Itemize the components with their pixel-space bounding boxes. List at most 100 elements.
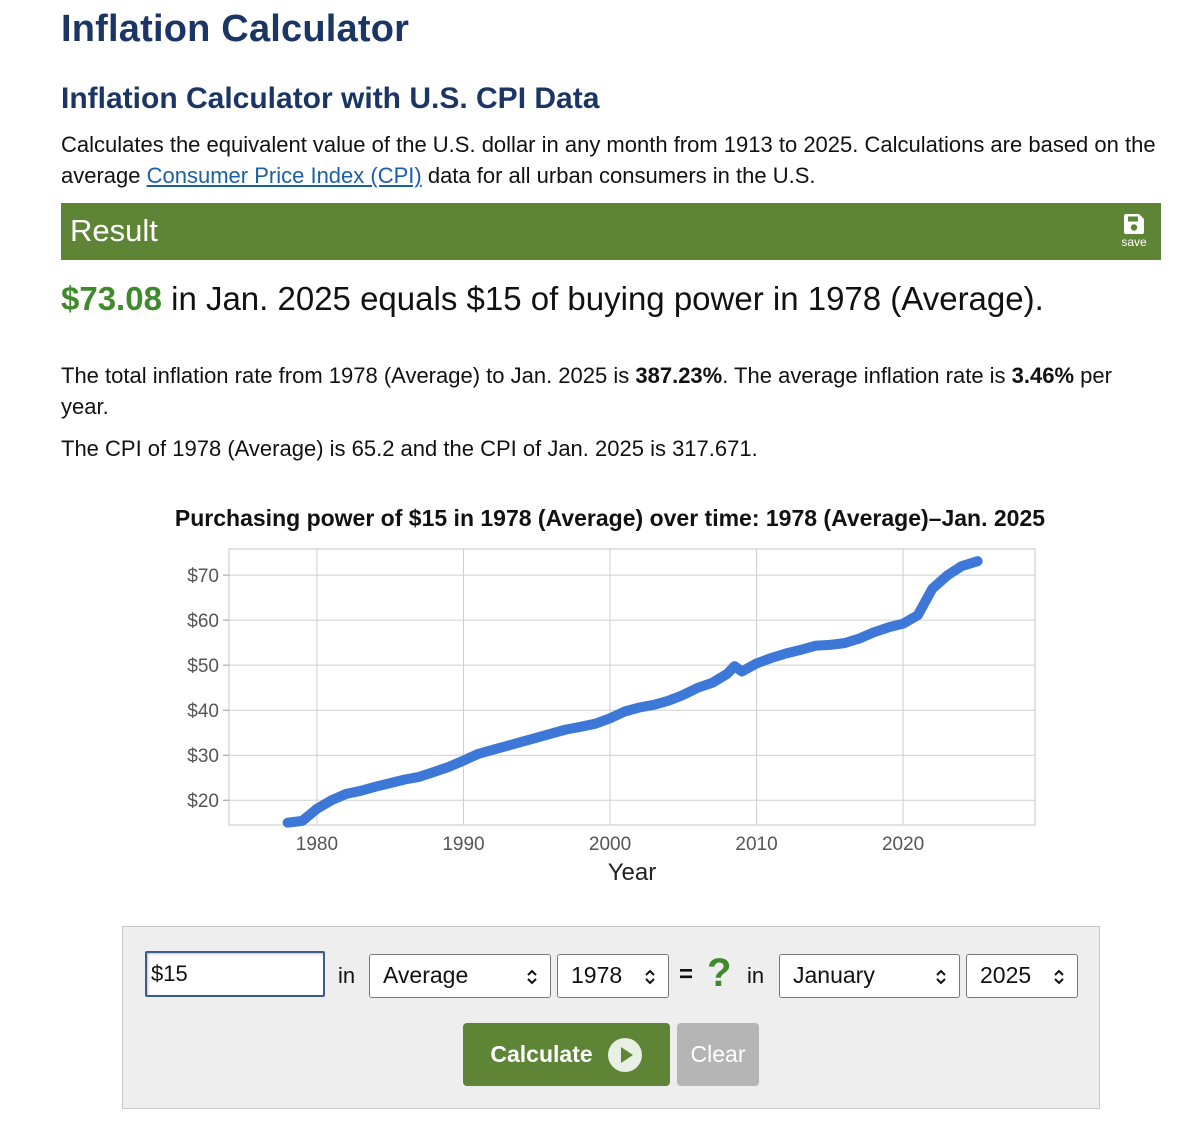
summary-text-b: . The average inflation rate is xyxy=(722,363,1012,388)
amount-input[interactable] xyxy=(145,951,325,997)
data-point xyxy=(723,669,732,678)
from-year-select[interactable]: 1978 xyxy=(557,954,669,998)
data-point xyxy=(913,611,922,620)
clear-button[interactable]: Clear xyxy=(677,1023,759,1086)
total-inflation-rate: 387.23% xyxy=(635,363,723,388)
x-tick-label: 1990 xyxy=(442,834,484,855)
data-point xyxy=(430,767,439,776)
purchasing-power-chart: $20 $30 $40 $50 $60 $70 1980 1990 2000 2010 2020 Ye… xyxy=(187,548,1036,886)
chevron-up-down-icon xyxy=(936,969,946,985)
data-point xyxy=(693,683,702,692)
chevron-up-down-icon xyxy=(1054,969,1064,985)
calculator-form: in Average 1978 = ? in January 2025 Calc… xyxy=(122,926,1100,1109)
data-point xyxy=(811,641,820,650)
x-tick-label: 2020 xyxy=(882,834,924,855)
data-point xyxy=(298,816,307,825)
plot-area xyxy=(228,548,1036,826)
data-point xyxy=(899,619,908,628)
data-point xyxy=(400,775,409,784)
summary-text-a: The total inflation rate from 1978 (Aver… xyxy=(61,363,636,388)
data-point xyxy=(649,700,658,709)
y-tick-label: $20 xyxy=(187,791,219,812)
data-point xyxy=(708,678,717,687)
chevron-up-down-icon xyxy=(527,969,537,985)
data-point xyxy=(532,733,541,742)
data-point xyxy=(591,719,600,728)
save-button[interactable]: save xyxy=(1117,213,1151,251)
data-point xyxy=(737,667,746,676)
chart-title: Purchasing power of $15 in 1978 (Average… xyxy=(174,505,1046,531)
cpi-summary: The CPI of 1978 (Average) is 65.2 and th… xyxy=(61,436,758,461)
chevron-up-down-icon xyxy=(645,969,655,985)
to-year-value: 2025 xyxy=(980,962,1032,988)
data-point xyxy=(973,557,982,566)
data-point xyxy=(606,714,615,723)
data-point xyxy=(503,741,512,750)
result-label: Result xyxy=(70,213,158,248)
from-month-select[interactable]: Average xyxy=(369,954,551,998)
to-year-select[interactable]: 2025 xyxy=(966,954,1078,998)
y-tick-label: $60 xyxy=(187,611,219,632)
data-point xyxy=(884,623,893,632)
data-point xyxy=(444,762,453,771)
floppy-disk-icon xyxy=(1124,214,1144,234)
calculate-label: Calculate xyxy=(490,1041,593,1067)
result-headline: $73.08 in Jan. 2025 equals $15 of buying… xyxy=(61,280,1044,318)
description: Calculates the equivalent value of the U… xyxy=(61,129,1161,191)
page-title: Inflation Calculator xyxy=(61,8,410,50)
data-point xyxy=(283,818,292,827)
from-year-value: 1978 xyxy=(571,962,623,988)
save-label: save xyxy=(1121,235,1147,249)
section-title: Inflation Calculator with U.S. CPI Data xyxy=(61,82,600,115)
play-icon xyxy=(607,1037,642,1072)
result-headline-text: in Jan. 2025 equals $15 of buying power … xyxy=(161,280,1044,317)
data-point xyxy=(781,649,790,658)
data-point xyxy=(767,653,776,662)
in-label: in xyxy=(338,963,356,988)
data-point xyxy=(576,722,585,731)
data-point xyxy=(474,749,483,758)
data-point xyxy=(855,634,864,643)
x-tick-label: 2000 xyxy=(589,834,631,855)
data-point xyxy=(371,782,380,791)
data-point xyxy=(620,707,629,716)
to-month-select[interactable]: January xyxy=(779,954,960,998)
data-point xyxy=(356,786,365,795)
data-point xyxy=(825,640,834,649)
data-point xyxy=(635,703,644,712)
data-point xyxy=(796,645,805,654)
data-point xyxy=(840,639,849,648)
cpi-link[interactable]: Consumer Price Index (CPI) xyxy=(146,163,422,188)
data-point xyxy=(943,571,952,580)
data-point xyxy=(415,772,424,781)
data-point xyxy=(312,804,321,813)
average-inflation-rate: 3.46% xyxy=(1011,363,1075,388)
y-tick-label: $30 xyxy=(187,746,219,767)
question-mark: ? xyxy=(707,951,732,995)
calculate-button[interactable]: Calculate xyxy=(463,1023,670,1086)
y-tick-label: $40 xyxy=(187,701,219,722)
to-month-value: January xyxy=(793,962,875,988)
data-point xyxy=(518,737,527,746)
x-axis-label: Year xyxy=(608,859,657,886)
result-bar: Result save xyxy=(61,203,1161,260)
description-text: Calculates the equivalent value of the U… xyxy=(61,132,1156,188)
data-point xyxy=(957,562,966,571)
from-month-value: Average xyxy=(383,962,469,988)
data-point xyxy=(752,659,761,668)
data-point xyxy=(664,696,673,705)
data-point xyxy=(730,662,739,671)
y-tick-label: $50 xyxy=(187,656,219,677)
summary-text-c: per year. xyxy=(61,363,1112,419)
inflation-rate-summary: The total inflation rate from 1978 (Aver… xyxy=(61,360,1161,422)
description-text-end: data for all urban consumers in the U.S. xyxy=(421,163,816,188)
data-point xyxy=(547,729,556,738)
data-point xyxy=(562,725,571,734)
in-label-2: in xyxy=(747,963,765,988)
data-point xyxy=(342,789,351,798)
data-point xyxy=(386,779,395,788)
data-point xyxy=(327,796,336,805)
y-tick-label: $70 xyxy=(187,566,219,587)
data-point xyxy=(928,584,937,593)
result-amount: $73.08 xyxy=(61,280,162,317)
